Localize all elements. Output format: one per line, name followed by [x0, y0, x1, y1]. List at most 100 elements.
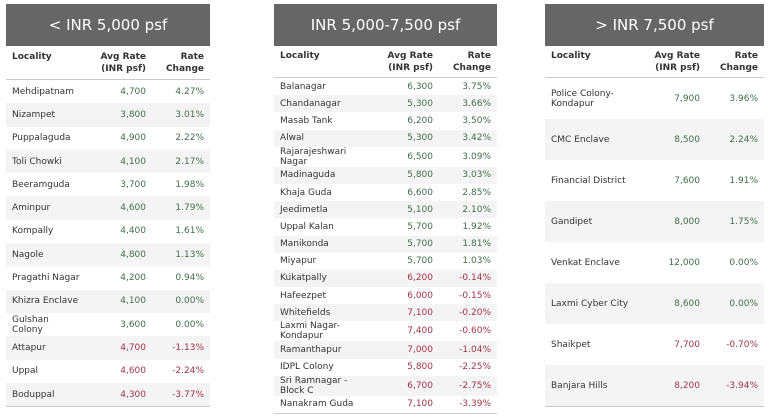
avg-rate: 8,200: [674, 380, 700, 391]
rate-change: -1.13%: [172, 342, 204, 353]
avg-rate: 8,500: [674, 134, 700, 145]
avg-rate: 7,700: [674, 339, 700, 350]
avg-rate: 4,700: [120, 342, 146, 353]
table-row: Gulshan Colony 3,600 0.00%: [6, 313, 210, 336]
rate-change: -0.60%: [459, 326, 491, 337]
column-header-rate-change: Rate Change: [439, 46, 497, 78]
locality-name: IDPL Colony: [280, 362, 334, 373]
table-row: Kukatpally 6,200 -0.14%: [274, 269, 497, 288]
avg-rate: 8,000: [674, 216, 700, 227]
avg-rate: 4,300: [120, 389, 146, 400]
avg-rate: 4,100: [120, 296, 146, 307]
avg-rate: 4,400: [120, 226, 146, 237]
locality-name: Aminpur: [12, 203, 51, 214]
rate-change: 2.17%: [175, 156, 204, 167]
table-row: Miyapur 5,700 1.03%: [274, 253, 497, 270]
rate-change: 3.66%: [462, 98, 491, 109]
locality-name: Boduppal: [12, 389, 55, 400]
locality-name: Financial District: [551, 175, 626, 186]
locality-name: Pragathi Nagar: [12, 273, 80, 284]
rate-change: 3.50%: [462, 115, 491, 126]
avg-rate: 4,200: [120, 273, 146, 284]
table-row: Khaja Guda 6,600 2.85%: [274, 184, 497, 201]
locality-name: Khaja Guda: [280, 187, 332, 198]
rate-change: -2.25%: [459, 362, 491, 373]
locality-name: Banjara Hills: [551, 380, 608, 391]
table-row: Attapur 4,700 -1.13%: [6, 336, 210, 360]
table-row: Pragathi Nagar 4,200 0.94%: [6, 266, 210, 289]
rate-change: 3.96%: [729, 93, 758, 104]
table-row: Alwal 5,300 3.42%: [274, 129, 497, 147]
avg-rate: 6,500: [407, 151, 433, 162]
rate-change: -3.94%: [726, 380, 758, 391]
table-row: Khizra Enclave 4,100 0.00%: [6, 289, 210, 313]
avg-rate: 4,700: [120, 86, 146, 97]
locality-name: Puppalaguda: [12, 133, 71, 144]
table-row: Venkat Enclave 12,000 0.00%: [545, 242, 764, 283]
locality-name: Chandanagar: [280, 98, 341, 109]
avg-rate: 7,400: [407, 326, 433, 337]
table-row: Madinaguda 5,800 3.03%: [274, 166, 497, 184]
avg-rate: 7,600: [674, 175, 700, 186]
locality-table: Locality Avg Rate (INR psf) Rate Change Mehd…: [6, 46, 210, 407]
avg-rate: 5,700: [407, 256, 433, 267]
rate-change: 2.22%: [175, 133, 204, 144]
locality-table: Locality Avg Rate (INR psf) Rate Change Poli…: [545, 46, 764, 407]
avg-rate: 3,600: [120, 319, 146, 330]
avg-rate: 6,600: [407, 187, 433, 198]
table-row: Toli Chowki 4,100 2.17%: [6, 149, 210, 174]
locality-name: Laxmi Nagar-Kondapur: [280, 321, 340, 342]
panel-title: INR 5,000-7,500 psf: [274, 4, 497, 46]
column-header-locality: Locality: [274, 46, 375, 78]
locality-name: Gulshan Colony: [12, 314, 49, 335]
locality-name: Madinaguda: [280, 170, 336, 181]
table-row: CMC Enclave 8,500 2.24%: [545, 119, 764, 160]
table-row: Police Colony-Kondapur 7,900 3.96%: [545, 78, 764, 120]
table-row: Boduppal 4,300 -3.77%: [6, 382, 210, 407]
avg-rate: 5,700: [407, 221, 433, 232]
rate-change: 1.98%: [175, 179, 204, 190]
locality-name: Venkat Enclave: [551, 257, 620, 268]
table-row: Chandanagar 5,300 3.66%: [274, 95, 497, 113]
table-row: Uppal Kalan 5,700 1.92%: [274, 218, 497, 235]
avg-rate: 6,700: [407, 380, 433, 391]
rate-change: -0.15%: [459, 290, 491, 301]
avg-rate: 5,300: [407, 133, 433, 144]
avg-rate: 7,900: [674, 93, 700, 104]
table-row: Rajarajeshwari Nagar 6,500 3.09%: [274, 147, 497, 167]
panel-5000-7500: INR 5,000-7,500 psf Locality Avg Rate (INR …: [274, 4, 497, 414]
avg-rate: 4,100: [120, 156, 146, 167]
column-header-avg-rate: Avg Rate (INR psf): [88, 46, 152, 80]
table-row: Uppal 4,600 -2.24%: [6, 360, 210, 383]
avg-rate: 5,700: [407, 239, 433, 250]
table-row: Gandipet 8,000 1.75%: [545, 201, 764, 242]
locality-name: Kukatpally: [280, 273, 327, 284]
rate-change: 0.94%: [175, 273, 204, 284]
rate-change: 1.61%: [175, 226, 204, 237]
rate-change: 1.92%: [462, 221, 491, 232]
locality-name: Alwal: [280, 133, 305, 144]
panel-title: > INR 7,500 psf: [545, 4, 764, 46]
rate-change: -2.75%: [459, 380, 491, 391]
table-row: IDPL Colony 5,800 -2.25%: [274, 359, 497, 376]
rate-change: 3.01%: [175, 109, 204, 120]
rate-change: 3.09%: [462, 151, 491, 162]
locality-name: Kompally: [12, 226, 54, 237]
locality-name: Shaikpet: [551, 339, 591, 350]
avg-rate: 12,000: [668, 257, 701, 268]
rate-change: -0.70%: [726, 339, 758, 350]
locality-name: Balanagar: [280, 81, 326, 92]
locality-name: Nagole: [12, 249, 44, 260]
column-header-avg-rate: Avg Rate (INR psf): [375, 46, 439, 78]
avg-rate: 5,300: [407, 98, 433, 109]
locality-name: Gandipet: [551, 216, 593, 227]
rate-change: -1.04%: [459, 345, 491, 356]
table-row: Balanagar 6,300 3.75%: [274, 78, 497, 96]
panel-below-5000: < INR 5,000 psf Locality Avg Rate (INR psf)…: [6, 4, 210, 407]
locality-name: Attapur: [12, 342, 46, 353]
avg-rate: 3,700: [120, 179, 146, 190]
locality-name: Sri Ramnagar - Block C: [280, 375, 348, 396]
table-row: Aminpur 4,600 1.79%: [6, 196, 210, 220]
locality-name: Whitefields: [280, 307, 331, 318]
rate-change: 4.27%: [175, 86, 204, 97]
